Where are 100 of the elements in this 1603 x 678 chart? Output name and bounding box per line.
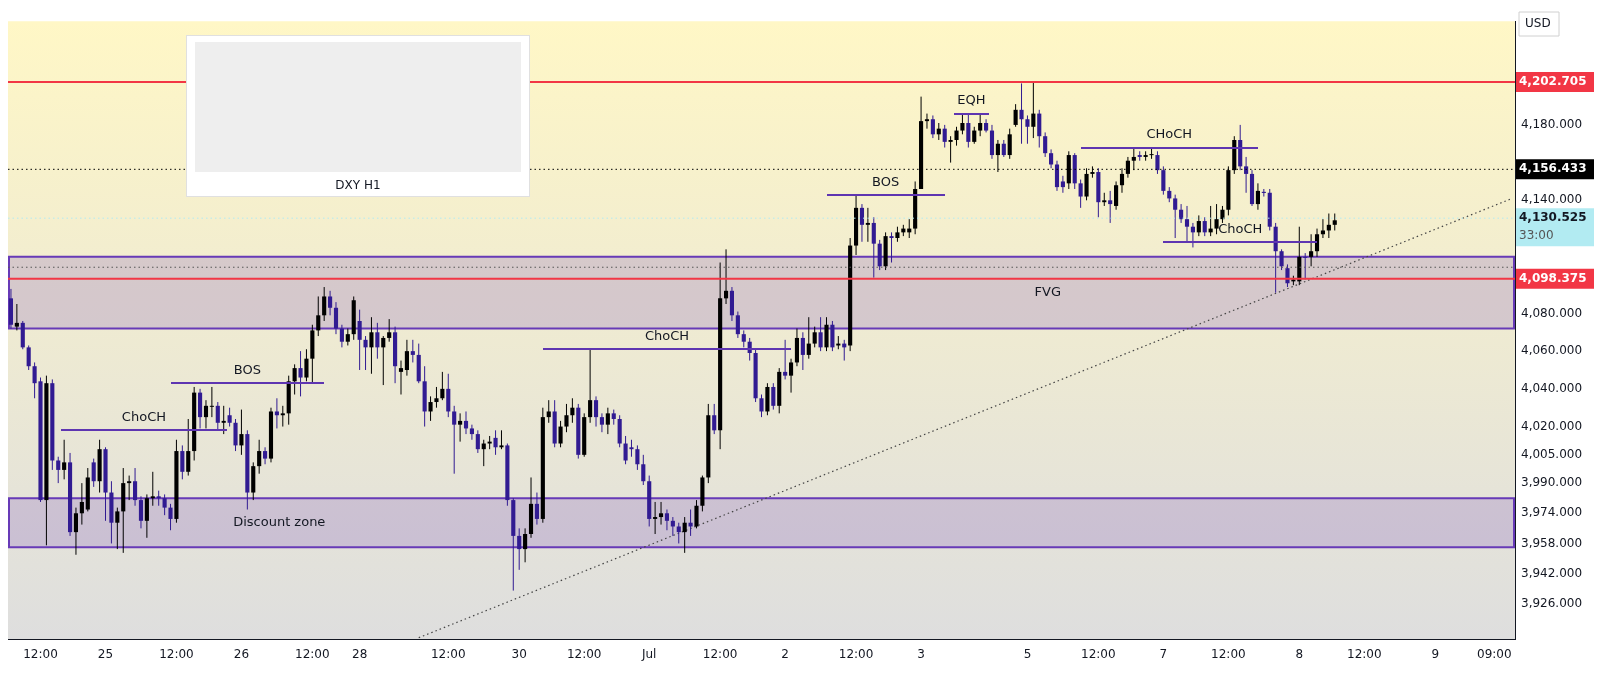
- candlestick: [978, 113, 983, 137]
- candlestick: [588, 348, 593, 424]
- candlestick: [546, 399, 551, 424]
- x-tick-label: 09:00: [1477, 646, 1512, 661]
- candlestick: [203, 399, 209, 429]
- y-tick-label: 3,974.000: [1521, 505, 1583, 520]
- candlestick: [1179, 203, 1184, 224]
- y-tick-label: 4,080.000: [1521, 305, 1583, 320]
- candlestick: [1013, 103, 1018, 128]
- x-tick-label: Jul: [640, 646, 657, 661]
- candlestick: [73, 507, 79, 556]
- x-tick-label: 12:00: [295, 646, 330, 661]
- candlestick: [499, 429, 504, 450]
- candlestick: [1078, 179, 1083, 209]
- candlestick: [215, 401, 220, 431]
- candlestick: [440, 371, 445, 401]
- candlestick: [410, 339, 415, 363]
- candlestick: [664, 509, 670, 531]
- candlestick: [1309, 233, 1314, 267]
- candlestick: [723, 248, 729, 305]
- candlestick: [564, 403, 569, 433]
- x-tick-label: 12:00: [23, 646, 58, 661]
- candlestick: [830, 320, 835, 352]
- candlestick: [1054, 160, 1060, 192]
- candlestick: [263, 446, 268, 465]
- candlestick: [1114, 180, 1119, 211]
- candlestick: [1314, 228, 1320, 258]
- candlestick: [1155, 150, 1160, 175]
- candlestick: [712, 403, 717, 435]
- x-tick-label: 25: [97, 646, 114, 661]
- band-label: FVG: [1034, 284, 1062, 300]
- candlestick: [812, 326, 817, 348]
- candlestick: [1031, 81, 1036, 139]
- candlestick: [818, 316, 823, 352]
- candlestick: [91, 458, 96, 488]
- candlestick: [132, 467, 138, 507]
- x-tick-label: 12:00: [159, 646, 194, 661]
- candlestick: [641, 454, 646, 486]
- candlestick: [859, 203, 865, 243]
- candlestick: [534, 492, 539, 526]
- x-tick-label: 12:00: [702, 646, 738, 661]
- annotation: ChoCH: [121, 409, 166, 425]
- candlestick: [1019, 82, 1024, 145]
- candlestick: [954, 126, 959, 147]
- x-tick-label: 30: [511, 646, 527, 661]
- annotation: ChoCH: [1218, 220, 1263, 236]
- candlestick: [304, 348, 309, 382]
- candlestick: [1037, 109, 1042, 149]
- candlestick: [322, 286, 327, 322]
- candlestick: [1255, 182, 1260, 211]
- candlestick: [446, 373, 451, 418]
- annotation: BOS: [872, 173, 900, 189]
- x-tick-label: 12:00: [1211, 646, 1246, 661]
- candlestick: [517, 527, 522, 571]
- candlestick: [1320, 218, 1325, 239]
- candlestick: [493, 429, 498, 456]
- candlestick: [115, 507, 120, 550]
- candlestick: [381, 335, 386, 386]
- candlestick: [398, 360, 404, 395]
- candlestick: [1043, 131, 1048, 158]
- x-tick-label: 28: [351, 646, 368, 661]
- candlestick: [1060, 175, 1065, 194]
- candlestick: [369, 316, 374, 375]
- annotation: CHoCH: [1146, 126, 1193, 142]
- candlestick: [960, 113, 965, 135]
- x-tick-label: 8: [1295, 646, 1304, 661]
- candlestick: [452, 405, 457, 475]
- candlestick: [948, 135, 953, 164]
- candlestick: [227, 407, 232, 428]
- candlestick: [1173, 194, 1178, 239]
- x-tick-label: 12:00: [430, 646, 466, 661]
- ref-line-label: 4,130.525 33:00: [1519, 210, 1587, 243]
- x-tick-label: 9: [1431, 646, 1440, 661]
- candlestick: [806, 316, 811, 360]
- candlestick: [168, 503, 173, 531]
- candlestick: [162, 493, 167, 516]
- candlestick: [328, 290, 333, 316]
- candlestick: [298, 350, 303, 397]
- annotation: DXY H1: [334, 178, 382, 192]
- candlestick: [523, 527, 528, 563]
- x-tick-label: 12:00: [566, 646, 602, 661]
- candlestick: [221, 405, 226, 435]
- candlestick: [333, 301, 339, 335]
- candlestick: [475, 429, 480, 454]
- candlestick: [387, 318, 392, 343]
- candlestick: [871, 216, 876, 279]
- y-tick-label: 4,040.000: [1521, 380, 1583, 395]
- candlestick: [404, 339, 409, 377]
- candlestick: [1049, 148, 1054, 169]
- ref-line-label: 4,098.375: [1519, 270, 1587, 285]
- candlestick: [363, 335, 368, 371]
- candlestick: [865, 207, 870, 243]
- candlestick: [428, 395, 433, 422]
- candlestick: [1184, 205, 1190, 243]
- y-tick-label: 4,140.000: [1521, 192, 1583, 207]
- candlestick: [357, 309, 362, 371]
- candlestick: [144, 493, 149, 539]
- candlestick: [1202, 216, 1207, 237]
- y-tick-label: 3,958.000: [1521, 535, 1583, 550]
- x-tick-label: 26: [233, 646, 250, 661]
